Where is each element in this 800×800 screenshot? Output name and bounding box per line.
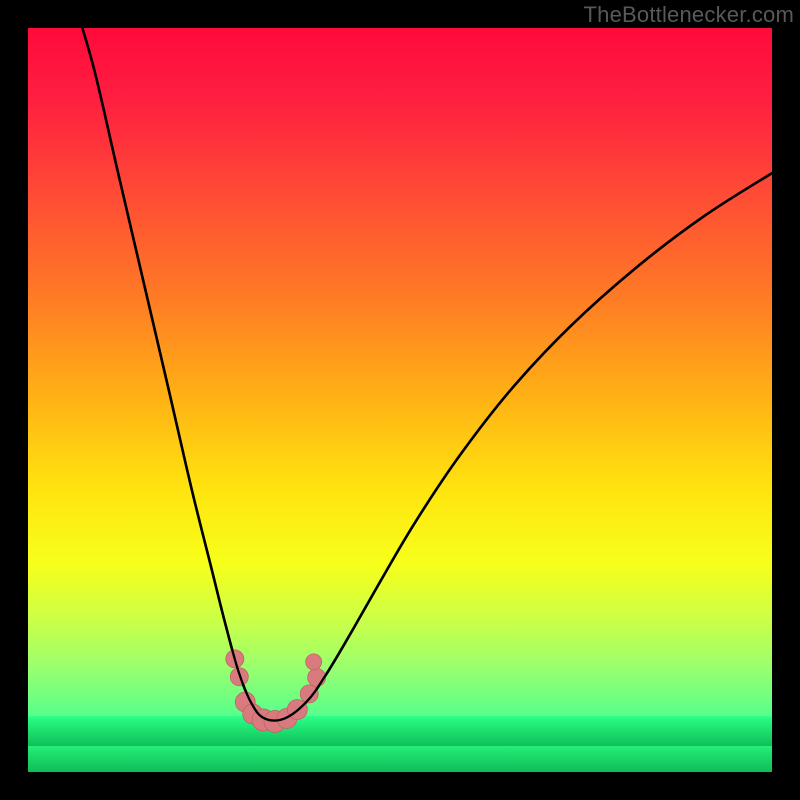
- plot-area: [28, 28, 772, 772]
- watermark-text: TheBottlenecker.com: [584, 2, 794, 28]
- cluster-dot: [306, 654, 322, 670]
- gradient-background: [28, 28, 772, 772]
- green-band: [28, 716, 772, 746]
- chart-svg: [28, 28, 772, 772]
